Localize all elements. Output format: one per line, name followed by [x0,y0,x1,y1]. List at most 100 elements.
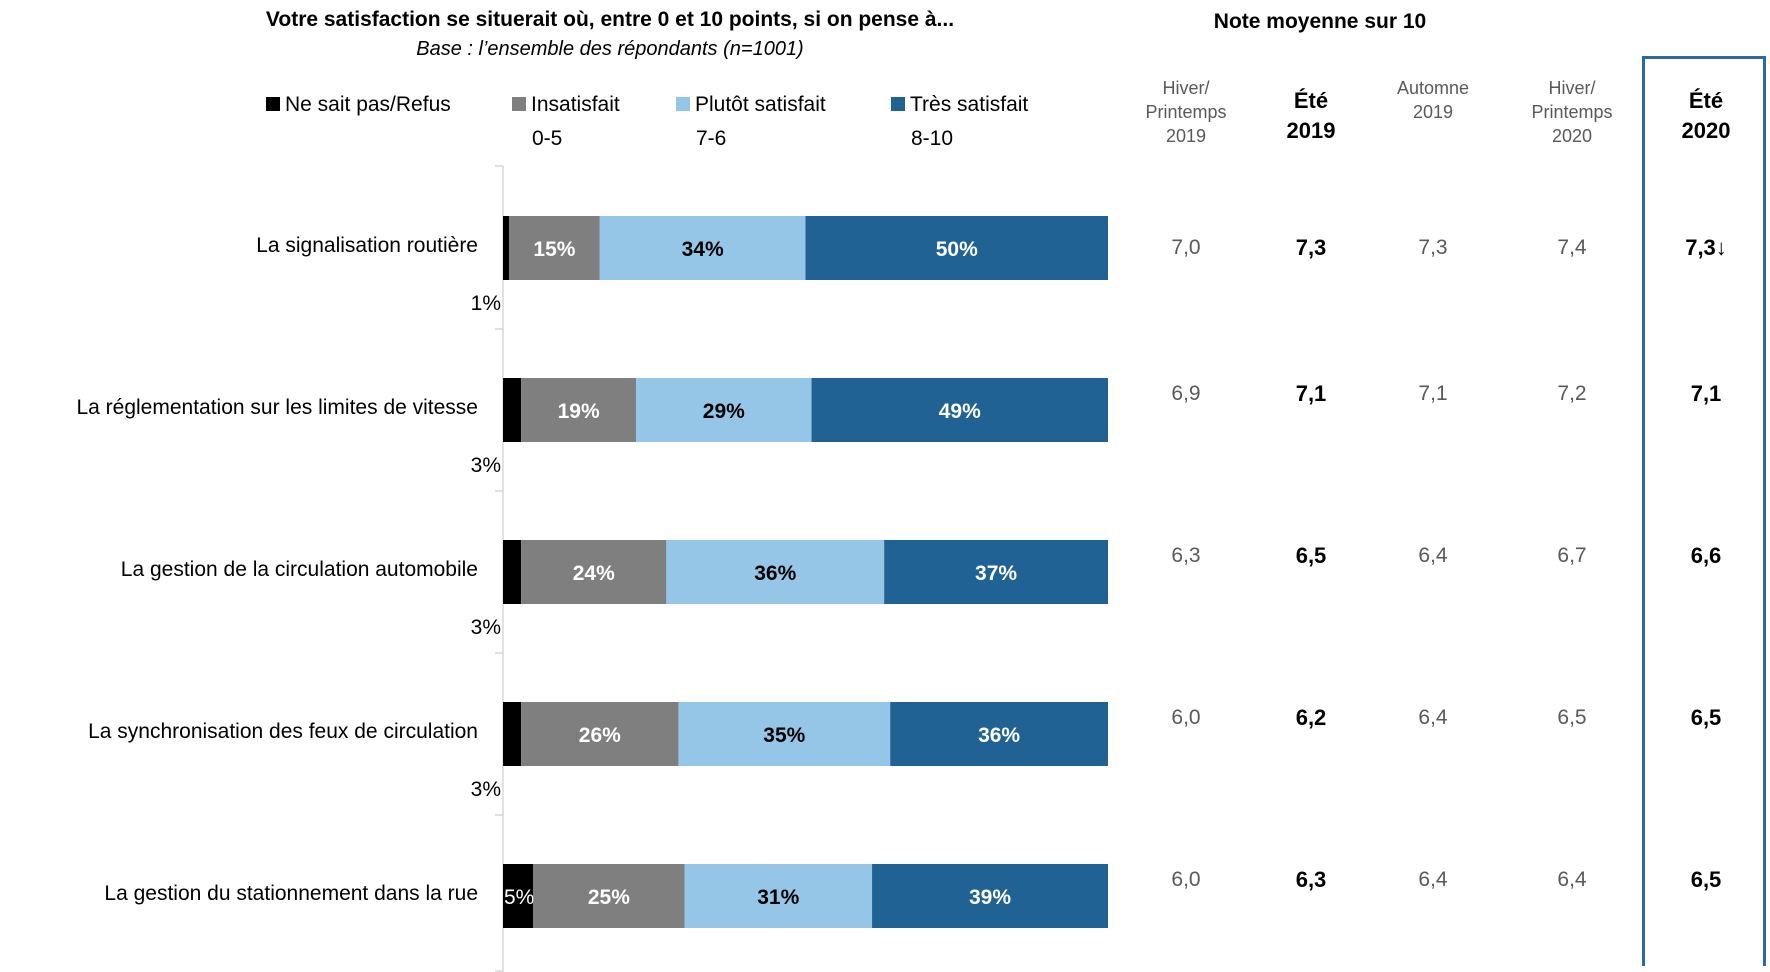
average-score: 6,5 [1690,705,1722,730]
average-score: 7,3 [1418,236,1448,259]
bar-segment [503,864,534,928]
bar-data-label: 15% [533,238,575,261]
bar-data-label: 37% [975,562,1017,585]
bar-data-label: 3% [471,778,501,801]
legend-swatch [512,97,526,111]
average-score: 7,4 [1557,236,1587,259]
bar-segment [805,216,1108,280]
bar-segment [509,216,600,280]
legend-swatch [891,97,905,111]
bar-data-label: 3% [471,454,501,477]
column-header-line: Hiver/ [1548,78,1596,98]
average-score: 6,3 [1171,544,1201,567]
average-score: 7,1 [1418,382,1448,405]
bar-segment [599,216,806,280]
average-score: 7,2 [1557,382,1587,405]
bar-segment [811,378,1108,442]
bar-data-label: 36% [754,562,796,585]
bar-data-label: 3% [471,616,501,639]
bar-data-label: 29% [703,400,745,423]
legend-swatch [266,97,280,111]
score-column-header: Hiver/Printemps 2019 [1121,76,1251,148]
column-header-line: 2019 [1165,126,1207,146]
bar-data-label: 24% [573,562,615,585]
column-header-line: Été [1293,88,1329,113]
column-header-line: 2019 [1286,118,1336,143]
score-column-header: Hiver/Printemps 2020 [1507,76,1637,148]
row-label: La synchronisation des feux de circulati… [88,720,478,743]
bar-segment [521,702,679,766]
bar-segment [533,864,685,928]
column-header-line: Été [1688,88,1724,113]
bar-data-label: 39% [969,886,1011,909]
score-column-header: Été 2019 [1246,86,1376,146]
row-label: La gestion du stationnement dans la rue [104,882,478,905]
legend-label: Insatisfait [531,93,620,116]
legend-item: Très satisfait 8-10 [891,88,1028,156]
bar-data-label: 1% [471,292,501,315]
legend-range: 8-10 [911,127,954,150]
bar-segment [503,378,522,442]
average-score-header: Note moyenne sur 10 [1213,10,1427,33]
bar-data-label: 50% [936,238,978,261]
highlight-box-ete-2020 [1642,56,1766,966]
bar-segment [684,864,873,928]
average-score: 6,4 [1418,544,1448,567]
average-score: 6,7 [1557,544,1587,567]
bar-data-label: 49% [939,400,981,423]
bar-segment [872,864,1108,928]
bar-segment [521,540,667,604]
average-score: 6,0 [1171,706,1201,729]
row-label: La réglementation sur les limites de vit… [76,396,478,419]
legend-item: Plutôt satisfait 7-6 [676,88,826,156]
column-header-line: 2019 [1412,102,1454,122]
bar-segment [521,378,637,442]
bar-data-label: 31% [757,886,799,909]
column-header-line: Printemps [1531,102,1613,122]
column-header-line: Hiver/ [1162,78,1210,98]
bar-data-label: 5% [504,886,534,909]
bar-segment [503,540,522,604]
bar-segment [636,378,812,442]
legend-swatch [676,97,690,111]
bar-segment [666,540,885,604]
bar-data-label: 35% [763,724,805,747]
average-score: 6,2 [1295,705,1327,730]
average-score: 6,9 [1171,382,1201,405]
column-header-line: 2020 [1681,118,1731,143]
average-score: 6,5 [1295,543,1327,568]
legend-range: 0-5 [532,127,563,150]
row-label: La signalisation routière [256,234,478,257]
chart-subtitle: Base : l’ensemble des répondants (n=1001… [416,38,804,60]
column-header-line: Automne [1396,78,1470,98]
average-score: 6,5 [1690,867,1722,892]
chart-title: Votre satisfaction se situerait où, entr… [265,8,955,31]
average-score: 6,4 [1557,868,1587,891]
legend-item: Ne sait pas/Refus [266,88,451,122]
bar-data-label: 34% [682,238,724,261]
bar-data-label: 19% [558,400,600,423]
bar-segment [678,702,891,766]
average-score: 7,1 [1690,381,1722,406]
legend-range: 7-6 [696,127,727,150]
bar-data-label: 25% [588,886,630,909]
average-score: 7,0 [1171,236,1201,259]
column-header-line: Printemps [1145,102,1227,122]
legend-label: Plutôt satisfait [695,93,826,116]
column-header-line: 2020 [1551,126,1593,146]
row-label: La gestion de la circulation automobile [120,558,478,581]
bar-data-label: 36% [978,724,1020,747]
average-score: 7,3↓ [1685,235,1727,260]
legend-item: Insatisfait 0-5 [512,88,620,156]
score-column-header: Été 2020 [1641,86,1770,146]
average-score: 6,5 [1557,706,1587,729]
average-score: 6,6 [1690,543,1722,568]
bar-segment [890,702,1108,766]
average-score: 6,4 [1418,706,1448,729]
average-score: 7,1 [1295,381,1327,406]
average-score: 6,4 [1418,868,1448,891]
average-score: 6,0 [1171,868,1201,891]
legend-label: Très satisfait [910,93,1029,116]
average-score: 6,3 [1295,867,1327,892]
